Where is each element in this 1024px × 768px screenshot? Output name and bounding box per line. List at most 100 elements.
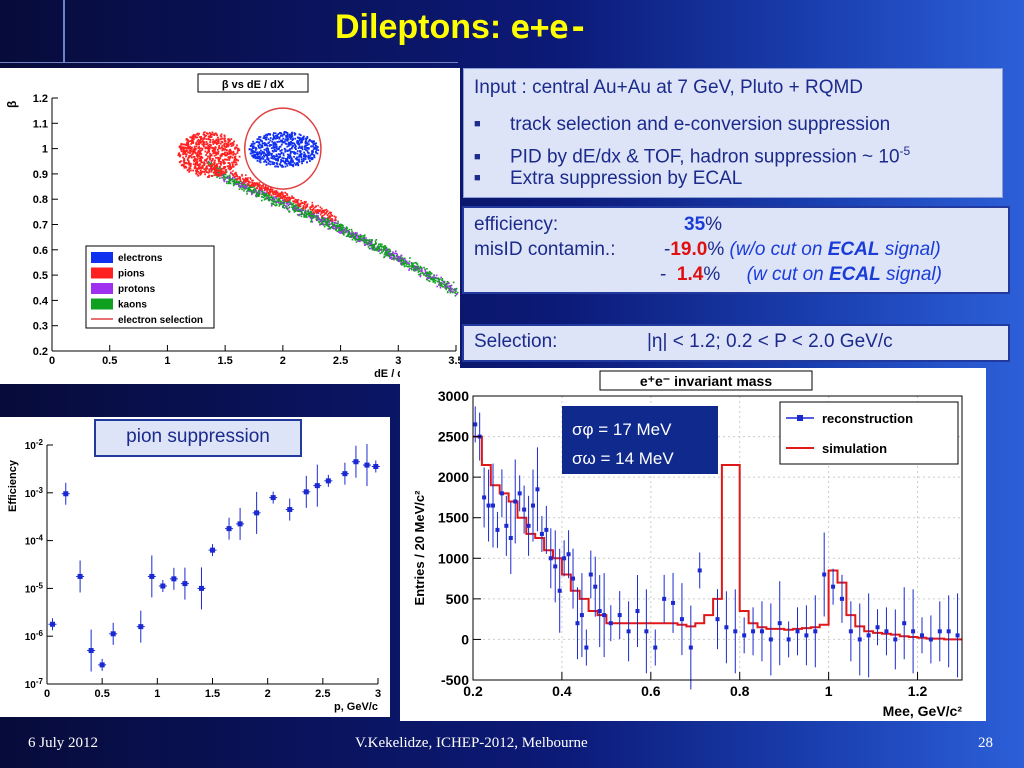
pion-point xyxy=(213,134,216,136)
electron-point xyxy=(288,154,290,156)
data-point xyxy=(314,483,320,489)
kaon-proton-point xyxy=(342,226,345,229)
kaon-proton-point xyxy=(365,242,368,244)
kaon-proton-point xyxy=(387,248,390,251)
kaon-proton-point xyxy=(336,230,339,233)
kaon-proton-point xyxy=(392,251,394,253)
legend-swatch xyxy=(91,252,113,263)
data-point xyxy=(482,495,487,500)
x-axis-label: Mee, GeV/c² xyxy=(883,703,963,719)
kaon-proton-point xyxy=(419,273,421,276)
pion-point xyxy=(228,159,231,161)
pion-point xyxy=(214,166,217,169)
pion-point xyxy=(269,191,271,194)
pion-point xyxy=(238,149,241,152)
kaon-proton-point xyxy=(383,253,386,256)
kaon-proton-point xyxy=(369,239,371,241)
kaon-proton-point xyxy=(436,280,439,283)
pion-point xyxy=(205,165,208,168)
electron-point xyxy=(255,153,258,156)
kaon-proton-point xyxy=(264,194,266,196)
pion-point xyxy=(206,143,209,145)
y-tick-label: 10-4 xyxy=(25,534,44,548)
data-point xyxy=(597,609,602,614)
electron-point xyxy=(291,139,294,142)
kaon-proton-point xyxy=(424,271,427,273)
misid-row-1: misID contamin.: -19.0% (w/o cut on ECAL… xyxy=(474,239,941,261)
kaon-proton-point xyxy=(448,285,450,287)
kaon-proton-point xyxy=(340,227,342,229)
electron-point xyxy=(306,142,309,144)
electron-point xyxy=(275,153,278,156)
pion-point xyxy=(218,144,221,147)
electron-point xyxy=(272,143,275,145)
kaon-proton-point xyxy=(339,225,342,228)
data-point xyxy=(848,629,853,634)
data-point xyxy=(602,613,607,618)
y-axis-label: β xyxy=(5,101,19,108)
kaon-proton-point xyxy=(238,182,240,184)
kaon-proton-point xyxy=(343,229,345,231)
pion-point xyxy=(214,142,216,144)
electron-point xyxy=(257,145,260,147)
electron-point xyxy=(273,148,276,151)
pion-point xyxy=(245,180,248,182)
electron-point xyxy=(315,149,318,151)
electron-point xyxy=(286,132,289,135)
kaon-proton-point xyxy=(298,210,300,212)
pion-point xyxy=(252,183,254,186)
kaon-proton-point xyxy=(412,266,415,268)
pion-point xyxy=(216,140,219,143)
pion-point xyxy=(270,188,272,190)
electron-point xyxy=(292,163,295,166)
kaon-proton-point xyxy=(426,272,428,275)
pion-point xyxy=(204,150,207,153)
data-point xyxy=(579,613,584,618)
pion-point xyxy=(235,171,237,174)
pion-point xyxy=(181,163,184,166)
square-bullet-icon: ■ xyxy=(474,150,481,163)
kaon-proton-point xyxy=(333,219,336,222)
electron-point xyxy=(272,137,275,139)
pion-point xyxy=(267,191,269,194)
pion-point xyxy=(196,169,198,171)
pion-point xyxy=(192,150,195,152)
electron-point xyxy=(271,157,274,159)
electron-point xyxy=(284,140,286,143)
electron-point xyxy=(270,157,273,159)
pion-point xyxy=(262,187,265,189)
data-point xyxy=(491,503,496,508)
kaon-proton-point xyxy=(220,168,223,170)
electron-point xyxy=(274,135,277,137)
data-point xyxy=(902,621,907,626)
kaon-proton-point xyxy=(355,236,357,238)
pion-point xyxy=(198,143,201,146)
data-point xyxy=(751,629,756,634)
kaon-proton-point xyxy=(304,211,306,214)
electron-point xyxy=(271,152,273,155)
electron-point xyxy=(265,133,268,136)
pion-point xyxy=(201,166,204,169)
data-point xyxy=(795,629,800,634)
electron-point xyxy=(276,148,279,151)
pion-point xyxy=(203,136,206,139)
pion-point xyxy=(228,168,231,171)
pion-point xyxy=(302,202,304,205)
electron-point xyxy=(285,158,287,160)
electron-point xyxy=(284,160,287,163)
kaon-proton-point xyxy=(352,232,354,235)
footer-author: V.Kekelidze, ICHEP-2012, Melbourne xyxy=(355,735,588,751)
electron-point xyxy=(253,150,256,153)
data-point xyxy=(535,487,540,492)
kaon-proton-point xyxy=(348,231,350,233)
electron-point xyxy=(296,161,299,164)
pion-point xyxy=(194,162,197,165)
electron-point xyxy=(302,160,305,162)
pion-point xyxy=(238,155,241,158)
input-description-box: Input : central Au+Au at 7 GeV, Pluto + … xyxy=(463,68,1003,198)
kaon-proton-point xyxy=(232,178,234,181)
electron-point xyxy=(285,136,288,139)
pion-point xyxy=(335,216,337,218)
pion-point xyxy=(188,163,190,166)
pion-point xyxy=(223,152,226,155)
